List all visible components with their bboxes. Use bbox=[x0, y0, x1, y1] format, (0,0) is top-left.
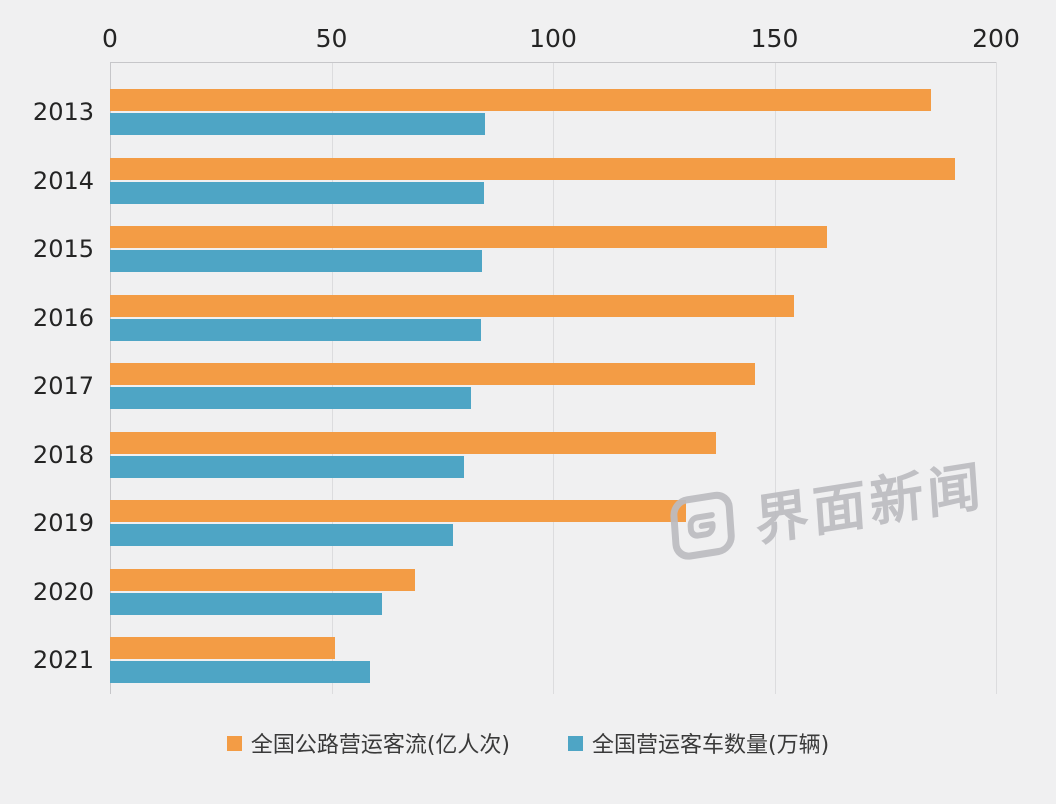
bar-2013-s1 bbox=[110, 113, 485, 136]
legend-label: 全国营运客车数量(万辆) bbox=[592, 733, 830, 758]
bar-2020-s1 bbox=[110, 592, 383, 615]
y-category-label: 2021 bbox=[32, 646, 94, 675]
legend: 全国公路营运客流(亿人次) 全国营运客车数量(万辆) bbox=[0, 727, 1056, 759]
gridline bbox=[774, 62, 776, 694]
y-category-label: 2013 bbox=[32, 98, 94, 127]
bar-2015-s1 bbox=[110, 250, 482, 273]
bar-2019-s1 bbox=[110, 524, 454, 547]
y-category-label: 2016 bbox=[32, 303, 94, 332]
watermark: 界面新闻 bbox=[667, 441, 987, 570]
bar-2015-s0 bbox=[110, 226, 828, 249]
legend-item[interactable]: 全国公路营运客流(亿人次) bbox=[226, 727, 510, 759]
y-category-label: 2015 bbox=[32, 235, 94, 264]
y-category-label: 2018 bbox=[32, 440, 94, 469]
gridline bbox=[996, 62, 997, 694]
bar-2017-s1 bbox=[110, 387, 472, 410]
legend-label: 全国公路营运客流(亿人次) bbox=[250, 733, 510, 758]
bar-2021-s0 bbox=[110, 637, 336, 660]
bar-2018-s1 bbox=[110, 455, 464, 478]
bar-2014-s1 bbox=[110, 181, 485, 204]
y-category-label: 2017 bbox=[32, 372, 94, 401]
y-category-label: 2014 bbox=[32, 166, 94, 195]
y-category-label: 2020 bbox=[32, 577, 94, 606]
legend-marker bbox=[568, 735, 583, 751]
x-tick-label: 0 bbox=[102, 24, 118, 53]
x-tick-label: 100 bbox=[529, 24, 577, 53]
jiemian-logo-icon bbox=[670, 491, 735, 560]
bar-2013-s0 bbox=[110, 89, 931, 112]
bar-2018-s0 bbox=[110, 431, 716, 454]
bar-2014-s0 bbox=[110, 157, 956, 180]
legend-item[interactable]: 全国营运客车数量(万辆) bbox=[568, 727, 829, 759]
x-tick-label: 50 bbox=[315, 24, 348, 53]
x-tick-label: 150 bbox=[750, 24, 799, 53]
bar-2021-s1 bbox=[110, 661, 370, 684]
bar-2017-s0 bbox=[110, 363, 756, 386]
bar-2019-s0 bbox=[110, 500, 687, 523]
bar-2016-s0 bbox=[110, 294, 794, 317]
bar-2016-s1 bbox=[110, 318, 481, 341]
x-axis-line bbox=[110, 62, 996, 63]
bar-2020-s0 bbox=[110, 568, 416, 591]
y-category-label: 2019 bbox=[32, 509, 94, 538]
legend-marker bbox=[226, 735, 242, 751]
x-tick-label: 200 bbox=[972, 24, 1020, 53]
